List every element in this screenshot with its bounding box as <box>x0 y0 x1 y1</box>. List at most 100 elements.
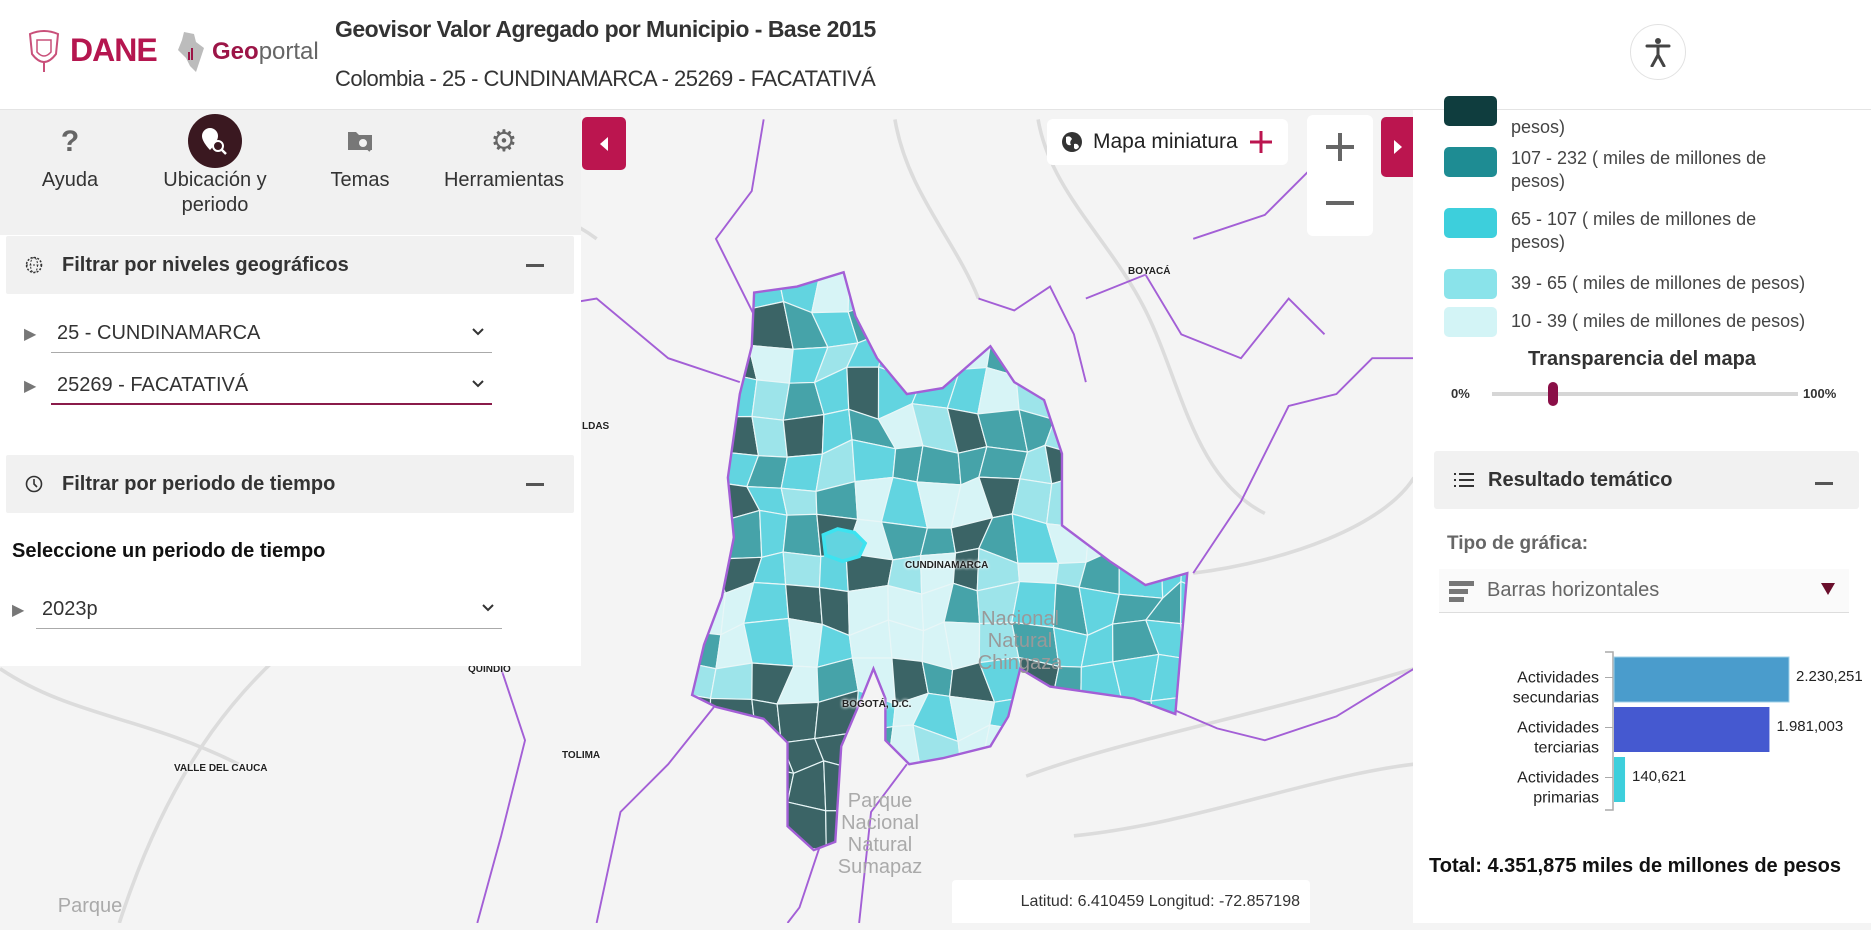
collapse-icon[interactable] <box>526 264 544 267</box>
municipality-region[interactable] <box>1017 562 1060 585</box>
municipality-region[interactable] <box>1150 696 1184 735</box>
municipality-region[interactable] <box>1083 473 1117 530</box>
municipality-region[interactable] <box>1183 797 1224 850</box>
municipality-region[interactable] <box>1022 844 1054 884</box>
municipality-region[interactable] <box>719 300 750 347</box>
municipality-region[interactable] <box>1112 411 1158 443</box>
municipality-region[interactable] <box>787 617 823 668</box>
municipality-region[interactable] <box>1115 512 1163 553</box>
municipality-region[interactable] <box>1010 696 1053 745</box>
mini-map-button[interactable]: Mapa miniatura <box>1047 119 1288 165</box>
accessibility-button[interactable] <box>1630 24 1686 80</box>
municipality-region[interactable] <box>718 868 754 921</box>
collapse-left-panel-button[interactable] <box>582 117 626 170</box>
municipality-region[interactable] <box>677 728 725 775</box>
municipality-region[interactable] <box>1152 440 1195 486</box>
municipality-region[interactable] <box>711 809 755 845</box>
municipality-region[interactable] <box>1111 346 1154 370</box>
municipality-region[interactable] <box>683 592 727 636</box>
municipality-region[interactable] <box>978 446 1029 480</box>
expand-triangle-icon[interactable]: ▶ <box>24 378 37 395</box>
tool-herramientas[interactable]: ⚙ Herramientas <box>434 118 574 193</box>
municipality-region[interactable] <box>1043 268 1092 308</box>
municipality-region[interactable] <box>1195 476 1226 523</box>
chart-type-dropdown[interactable]: Barras horizontales <box>1439 569 1849 613</box>
municipality-region[interactable] <box>710 841 751 880</box>
municipality-region[interactable] <box>1015 336 1046 377</box>
municipality-region[interactable] <box>684 480 714 525</box>
municipality-region[interactable] <box>1183 765 1227 801</box>
municipality-region[interactable] <box>1178 657 1218 699</box>
municipality-region[interactable] <box>743 617 795 667</box>
municipality-region[interactable] <box>709 697 756 745</box>
municipality-region[interactable] <box>679 868 729 921</box>
municipality-region[interactable] <box>1185 302 1220 347</box>
municipality-region[interactable] <box>692 445 721 485</box>
municipality-region[interactable] <box>715 765 763 813</box>
municipality-region[interactable] <box>885 298 923 339</box>
tool-temas[interactable]: Temas <box>290 118 430 193</box>
municipality-region[interactable] <box>1010 727 1061 768</box>
municipality-region[interactable] <box>685 264 722 302</box>
collapse-icon[interactable] <box>1815 482 1833 485</box>
municipality-region[interactable] <box>1050 764 1086 802</box>
municipality-region[interactable] <box>1116 844 1157 884</box>
zoom-out-button[interactable] <box>1324 187 1356 219</box>
bar-2[interactable] <box>1614 757 1626 802</box>
municipality-region[interactable] <box>1081 338 1128 373</box>
municipality-region[interactable] <box>1185 264 1220 312</box>
municipality-region[interactable] <box>1149 512 1195 553</box>
municipality-region[interactable] <box>1047 798 1092 850</box>
municipality-region[interactable] <box>1149 475 1195 523</box>
municipality-region[interactable] <box>686 409 721 453</box>
municipality-region[interactable] <box>744 841 797 887</box>
municipality-region[interactable] <box>751 415 788 458</box>
municipality-region[interactable] <box>847 261 891 313</box>
municipality-region[interactable] <box>677 770 725 811</box>
expand-triangle-icon[interactable]: ▶ <box>24 326 37 343</box>
municipality-region[interactable] <box>682 298 725 336</box>
municipality-region[interactable] <box>915 301 960 339</box>
geo-filter-header[interactable]: Filtrar por niveles geográficos <box>6 236 574 294</box>
municipality-region[interactable] <box>1111 440 1158 489</box>
municipality-region[interactable] <box>1089 844 1126 871</box>
municipality-region[interactable] <box>682 509 714 560</box>
municipality-region[interactable] <box>846 873 890 909</box>
municipality-region[interactable] <box>1044 444 1088 485</box>
zoom-in-button[interactable] <box>1324 131 1356 163</box>
municipality-region[interactable] <box>1081 799 1119 850</box>
municipality-region[interactable] <box>1111 483 1154 518</box>
municipality-region[interactable] <box>947 833 981 885</box>
municipality-region[interactable] <box>947 797 987 843</box>
municipality-region[interactable] <box>780 487 818 516</box>
municipality-region[interactable] <box>1146 845 1195 884</box>
municipality-region[interactable] <box>947 298 992 346</box>
municipality-region[interactable] <box>782 413 825 458</box>
geoportal-logo[interactable]: Geoportal <box>176 30 319 74</box>
municipality-region[interactable] <box>678 834 730 881</box>
municipality-region[interactable] <box>686 368 712 418</box>
municipality-region[interactable] <box>977 798 1024 846</box>
bar-1[interactable] <box>1614 707 1770 752</box>
municipality-region[interactable] <box>919 527 957 557</box>
facatativa-highlight[interactable] <box>821 527 868 564</box>
municipality-region[interactable] <box>782 551 822 589</box>
municipality-region[interactable] <box>709 662 753 701</box>
municipality-region[interactable] <box>915 336 961 384</box>
dane-logo[interactable]: DANE <box>24 28 158 72</box>
municipality-region[interactable] <box>1179 580 1228 625</box>
result-header[interactable]: Resultado temático <box>1434 451 1859 509</box>
municipality-region[interactable] <box>885 261 923 304</box>
municipality-region[interactable] <box>961 762 987 806</box>
collapse-icon[interactable] <box>526 483 544 486</box>
municipality-region[interactable] <box>980 724 1025 767</box>
municipality-region[interactable] <box>1181 733 1227 781</box>
municipality-region[interactable] <box>745 880 795 914</box>
transparency-slider-track[interactable] <box>1492 382 1798 406</box>
municipality-region[interactable] <box>979 260 1020 300</box>
municipality-region[interactable] <box>748 801 789 845</box>
department-select[interactable]: ▶ 25 - CUNDINAMARCA <box>0 314 581 354</box>
municipality-region[interactable] <box>1017 798 1052 848</box>
tool-ayuda[interactable]: ? Ayuda <box>0 118 140 193</box>
